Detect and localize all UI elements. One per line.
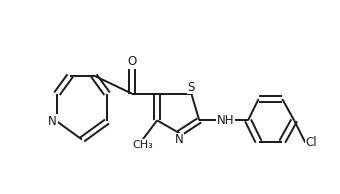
Text: CH₃: CH₃ bbox=[132, 140, 153, 150]
Text: S: S bbox=[188, 81, 195, 94]
Text: NH: NH bbox=[217, 114, 234, 127]
Text: Cl: Cl bbox=[305, 136, 317, 149]
Text: N: N bbox=[48, 115, 57, 128]
Text: O: O bbox=[128, 55, 137, 68]
Text: N: N bbox=[175, 133, 184, 146]
